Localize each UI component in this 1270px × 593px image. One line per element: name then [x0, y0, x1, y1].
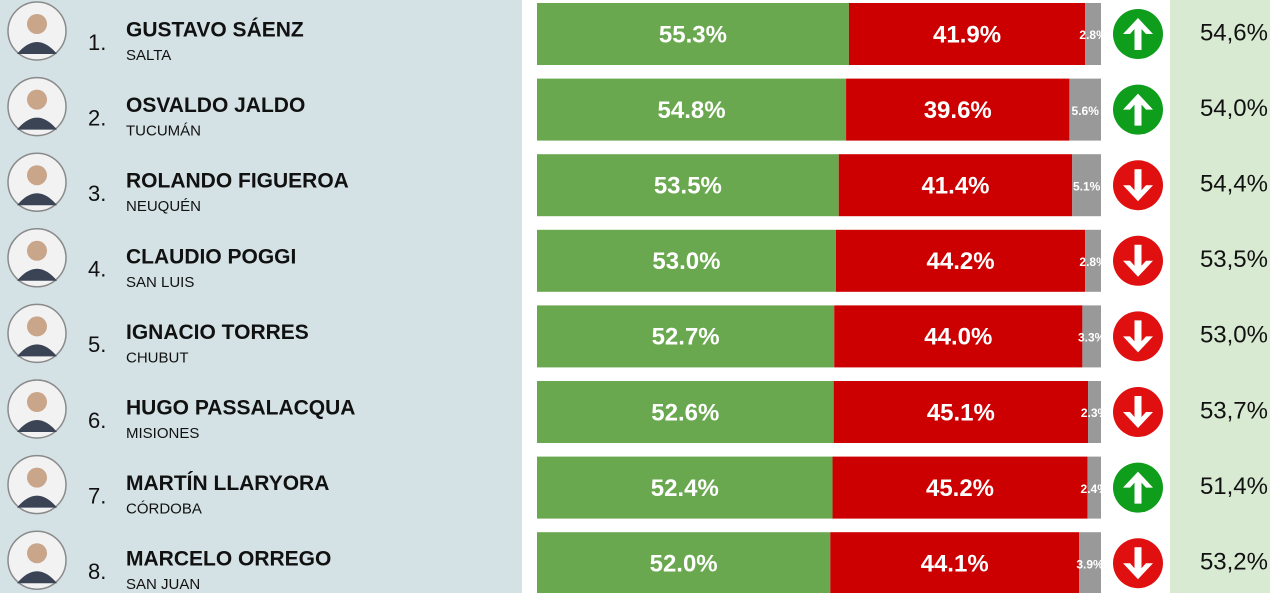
- rank: 3.: [88, 181, 106, 206]
- previous-value: 54,6%: [1200, 19, 1268, 46]
- previous-value: 53,0%: [1200, 322, 1268, 349]
- bar-label: 52.7%: [652, 324, 720, 351]
- name: OSVALDO JALDO: [126, 94, 305, 117]
- province: SAN JUAN: [126, 576, 200, 593]
- rank: 6.: [88, 408, 106, 433]
- rank: 1.: [88, 30, 106, 55]
- avatar-head: [27, 316, 47, 336]
- bar-label: 54.8%: [658, 97, 726, 124]
- bar-label: 5.1%: [1073, 179, 1101, 193]
- name: CLAUDIO POGGI: [126, 245, 296, 268]
- province: TUCUMÁN: [126, 123, 201, 140]
- rank: 7.: [88, 483, 106, 508]
- province: SALTA: [126, 47, 171, 64]
- rank: 8.: [88, 559, 106, 584]
- rank: 4.: [88, 257, 106, 282]
- bar-label: 5.6%: [1072, 104, 1100, 118]
- avatar-head: [27, 90, 47, 110]
- previous-value: 53,2%: [1200, 549, 1268, 576]
- bar-label: 2.4%: [1081, 482, 1109, 496]
- avatar-head: [27, 14, 47, 34]
- bar-label: 44.2%: [927, 248, 995, 275]
- avatar-head: [27, 241, 47, 261]
- avatar-head: [27, 468, 47, 488]
- avatar-head: [27, 543, 47, 563]
- previous-value: 53,5%: [1200, 246, 1268, 273]
- rank: 5.: [88, 332, 106, 357]
- bar-label: 3.9%: [1076, 557, 1104, 571]
- bar-label: 52.4%: [651, 475, 719, 502]
- bar-label: 2.8%: [1079, 28, 1107, 42]
- name: IGNACIO TORRES: [126, 321, 309, 344]
- avatar-head: [27, 165, 47, 185]
- bar-label: 52.0%: [650, 551, 718, 578]
- bar-label: 2.3%: [1081, 406, 1109, 420]
- previous-value: 53,7%: [1200, 397, 1268, 424]
- bar-label: 2.8%: [1079, 255, 1107, 269]
- province: MISIONES: [126, 425, 199, 442]
- bar-label: 41.9%: [933, 21, 1001, 48]
- province: CÓRDOBA: [126, 501, 202, 518]
- province: NEUQUÉN: [126, 198, 201, 215]
- bar-label: 44.0%: [924, 324, 992, 351]
- rank: 2.: [88, 105, 106, 130]
- name: GUSTAVO SÁENZ: [126, 19, 304, 42]
- bar-label: 45.2%: [926, 475, 994, 502]
- province: SAN LUIS: [126, 274, 194, 291]
- province: CHUBUT: [126, 349, 189, 366]
- bar-label: 53.5%: [654, 173, 722, 200]
- names-panel: [0, 0, 522, 593]
- previous-value: 51,4%: [1200, 473, 1268, 500]
- name: MARCELO ORREGO: [126, 548, 331, 571]
- bar-label: 44.1%: [921, 551, 989, 578]
- bar-label: 55.3%: [659, 21, 727, 48]
- previous-value: 54,4%: [1200, 171, 1268, 198]
- bar-label: 41.4%: [921, 173, 989, 200]
- name: MARTÍN LLARYORA: [126, 472, 329, 495]
- chart: 1. GUSTAVO SÁENZ SALTA 55.3% 41.9% 2.8% 54,6% 2…: [0, 0, 1270, 593]
- bar-label: 53.0%: [652, 248, 720, 275]
- previous-value: 54,0%: [1200, 95, 1268, 122]
- page: 1. GUSTAVO SÁENZ SALTA 55.3% 41.9% 2.8% 54,6% 2…: [0, 0, 1270, 593]
- bar-label: 39.6%: [924, 97, 992, 124]
- name: HUGO PASSALACQUA: [126, 397, 355, 420]
- bar-label: 45.1%: [927, 399, 995, 426]
- bar-label: 52.6%: [651, 399, 719, 426]
- bar-label: 3.3%: [1078, 331, 1106, 345]
- name: ROLANDO FIGUEROA: [126, 170, 349, 193]
- previous-panel: [1170, 0, 1270, 593]
- avatar-head: [27, 392, 47, 412]
